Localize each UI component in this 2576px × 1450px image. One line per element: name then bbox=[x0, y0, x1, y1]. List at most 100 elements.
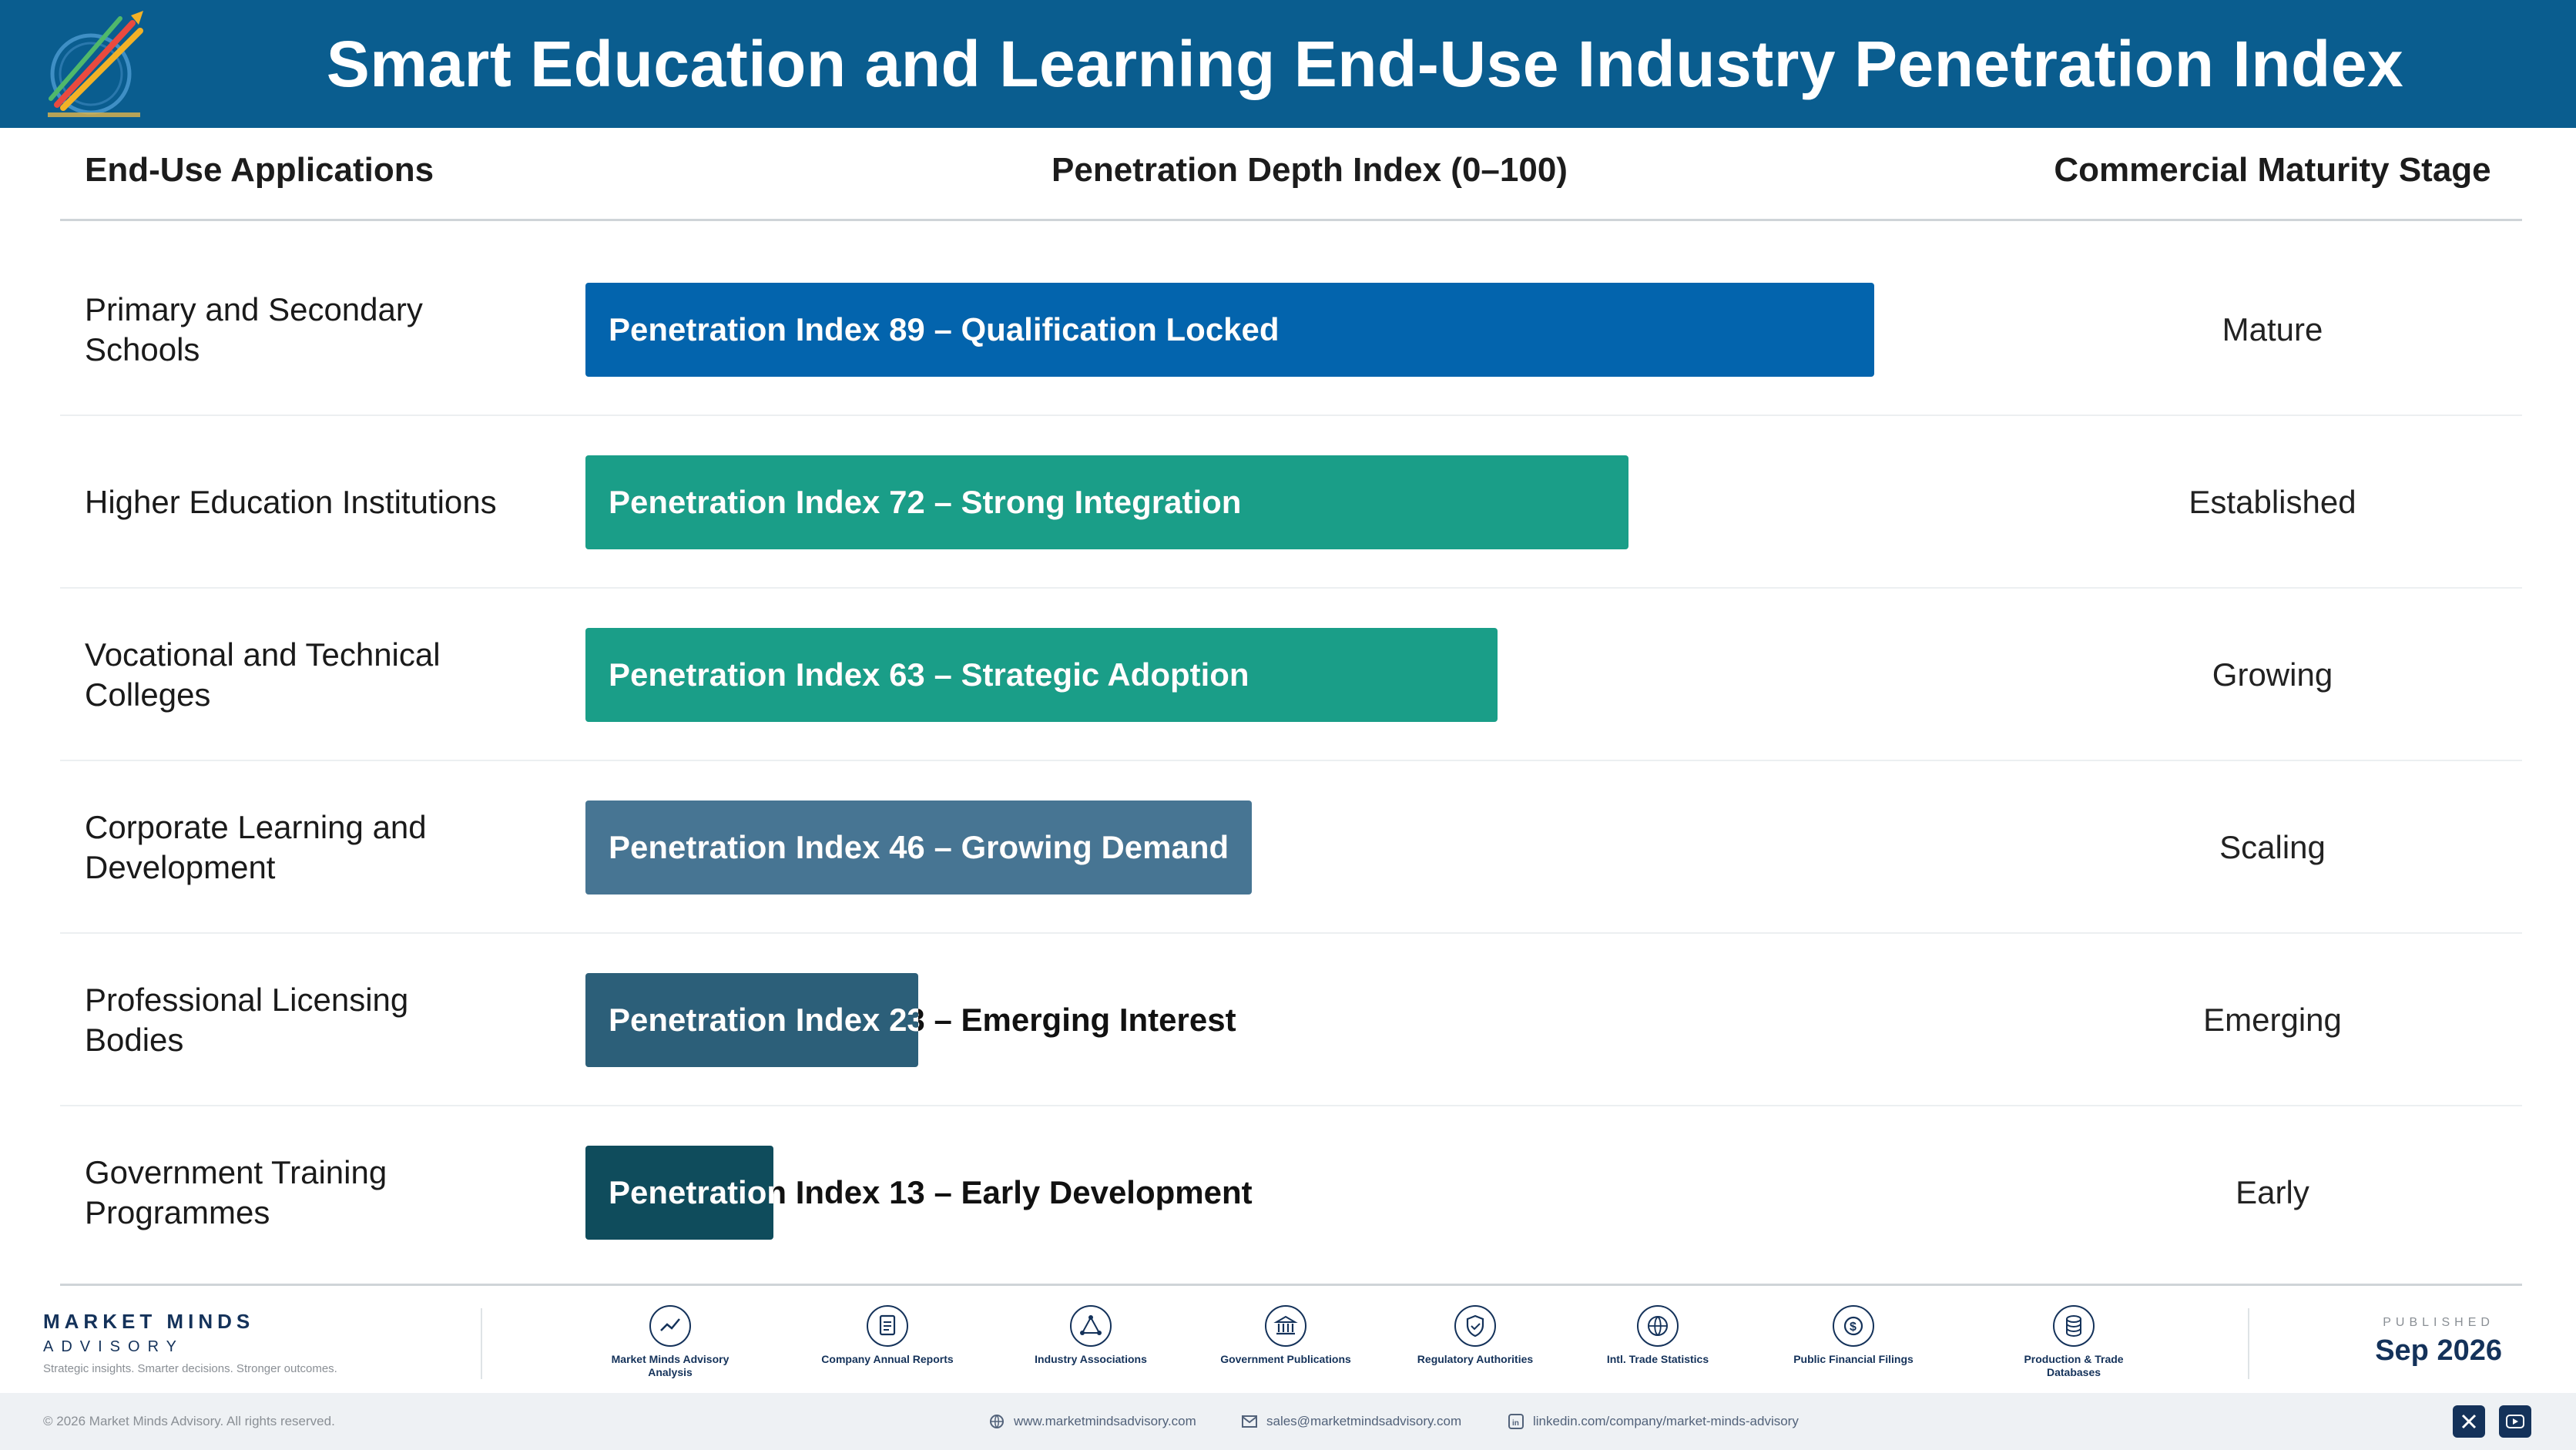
bar-track: Penetration Index 23 – Emerging Interest… bbox=[585, 934, 2034, 1106]
chart-row: Vocational and Technical Colleges Penetra… bbox=[60, 589, 2522, 761]
bar-label-overlay: Penetration Index 72 – Strong Integratio… bbox=[609, 484, 1242, 520]
bar-label-overlay: Penetration Index 23 – Emerging Interest bbox=[609, 1002, 918, 1038]
source-label: Market Minds Advisory Analysis bbox=[611, 1353, 730, 1378]
government-building-icon bbox=[1265, 1305, 1306, 1347]
source-label: Industry Associations bbox=[1035, 1353, 1147, 1365]
maturity-stage: Scaling bbox=[2219, 829, 2326, 865]
source-label: Intl. Trade Statistics bbox=[1606, 1353, 1709, 1365]
linkedin-icon: in bbox=[1508, 1414, 1524, 1429]
footer-divider bbox=[481, 1308, 482, 1379]
bar bbox=[585, 455, 1628, 549]
source-item: Regulatory Authorities bbox=[1398, 1305, 1552, 1366]
bar-data-label: Penetration Index 63 – Strategic Adoptio… bbox=[609, 656, 1249, 693]
bar bbox=[585, 283, 1874, 377]
x-icon bbox=[2461, 1414, 2477, 1429]
category-label: Higher Education Institutions bbox=[85, 484, 497, 520]
bar-track: Penetration Index 72 – Strong Integratio… bbox=[585, 416, 2034, 589]
source-item: Production & Trade Databases bbox=[1997, 1305, 2151, 1379]
source-label: Company Annual Reports bbox=[821, 1353, 954, 1365]
maturity-stage: Established bbox=[2189, 484, 2356, 520]
bar-data-label: Penetration Index 13 – Early Development… bbox=[609, 1174, 1253, 1210]
email-link[interactable]: sales@marketmindsadvisory.com bbox=[1242, 1393, 1461, 1450]
published-date: Sep 2026 bbox=[2375, 1334, 2502, 1367]
youtube-icon bbox=[2506, 1415, 2524, 1428]
document-icon bbox=[867, 1305, 908, 1347]
company-logo-icon bbox=[48, 11, 143, 117]
bar-data-label: Penetration Index 46 – Growing Demand Pen… bbox=[609, 829, 1229, 866]
column-header-stage: Commercial Maturity Stage bbox=[2054, 151, 2491, 189]
bar bbox=[585, 1146, 773, 1240]
chart-row: Corporate Learning and Development Penetr… bbox=[60, 761, 2522, 934]
source-label: Government Publications bbox=[1220, 1353, 1351, 1365]
row-divider bbox=[60, 1105, 2522, 1106]
column-header-applications: End-Use Applications bbox=[85, 151, 434, 189]
chart-row: Government Training Programmes Penetratio… bbox=[60, 1106, 2522, 1279]
source-label: Regulatory Authorities bbox=[1417, 1353, 1534, 1365]
footer-divider bbox=[2248, 1308, 2249, 1379]
row-divider bbox=[60, 415, 2522, 416]
network-icon bbox=[1070, 1305, 1112, 1347]
bar-label-overlay: Penetration Index 13 – Early Development bbox=[609, 1174, 773, 1210]
website-text: www.marketmindsadvisory.com bbox=[1014, 1414, 1196, 1428]
footer-bottom-bar: © 2026 Market Minds Advisory. All rights… bbox=[0, 1393, 2576, 1450]
x-social-button[interactable] bbox=[2453, 1405, 2485, 1438]
category-label: Vocational and Technical Colleges bbox=[85, 636, 441, 713]
bar-label-overlay: Penetration Index 63 – Strategic Adoptio… bbox=[609, 656, 1249, 693]
svg-text:in: in bbox=[1512, 1419, 1519, 1428]
source-item: Company Annual Reports bbox=[810, 1305, 964, 1366]
category-label: Corporate Learning and Development bbox=[85, 809, 427, 885]
youtube-social-button[interactable] bbox=[2499, 1405, 2531, 1438]
website-link[interactable]: www.marketmindsadvisory.com bbox=[989, 1393, 1196, 1450]
page-header: Smart Education and Learning End-Use Ind… bbox=[0, 0, 2576, 128]
column-header-depth: Penetration Depth Index (0–100) bbox=[1052, 151, 1568, 189]
bar-label-overlay: Penetration Index 89 – Qualification Loc… bbox=[609, 311, 1280, 347]
header-divider bbox=[60, 219, 2522, 221]
published-block: PUBLISHED Sep 2026 bbox=[2375, 1316, 2502, 1368]
bar-data-label: Penetration Index 89 – Qualification Loc… bbox=[609, 311, 1280, 348]
row-divider bbox=[60, 587, 2522, 589]
published-label: PUBLISHED bbox=[2383, 1316, 2494, 1329]
dollar-coin-icon: $ bbox=[1833, 1305, 1874, 1347]
maturity-stage: Early bbox=[2236, 1174, 2309, 1210]
bar-track: Penetration Index 13 – Early Development… bbox=[585, 1106, 2034, 1279]
source-item: Intl. Trade Statistics bbox=[1581, 1305, 1735, 1366]
database-icon bbox=[2053, 1305, 2095, 1347]
row-divider bbox=[60, 932, 2522, 934]
bar-track: Penetration Index 89 – Qualification Loc… bbox=[585, 243, 2034, 416]
chart-line-icon bbox=[649, 1305, 691, 1347]
globe-icon bbox=[1637, 1305, 1679, 1347]
globe-icon bbox=[989, 1414, 1005, 1429]
source-item: Industry Associations bbox=[1014, 1305, 1168, 1366]
chart-row: Professional Licensing Bodies Penetration… bbox=[60, 934, 2522, 1106]
shield-icon bbox=[1454, 1305, 1496, 1347]
bar-data-label: Penetration Index 72 – Strong Integratio… bbox=[609, 484, 1241, 521]
email-text: sales@marketmindsadvisory.com bbox=[1266, 1414, 1462, 1428]
linkedin-link[interactable]: in linkedin.com/company/market-minds-adv… bbox=[1508, 1393, 1799, 1450]
bar bbox=[585, 628, 1498, 722]
category-label: Professional Licensing Bodies bbox=[85, 982, 409, 1058]
brand-tagline: Strategic insights. Smarter decisions. S… bbox=[43, 1362, 337, 1375]
maturity-stage: Mature bbox=[2222, 311, 2323, 347]
category-label: Government Training Programmes bbox=[85, 1154, 387, 1230]
copyright: © 2026 Market Minds Advisory. All rights… bbox=[43, 1414, 335, 1428]
linkedin-text: linkedin.com/company/market-minds-adviso… bbox=[1533, 1414, 1799, 1428]
source-item: $ Public Financial Filings bbox=[1776, 1305, 1930, 1366]
table-bottom-divider bbox=[60, 1284, 2522, 1286]
bar-data-label: Penetration Index 23 – Emerging Interest… bbox=[609, 1002, 1236, 1038]
source-label: Public Financial Filings bbox=[1793, 1353, 1914, 1365]
bar bbox=[585, 973, 918, 1067]
bar-label-overlay: Penetration Index 46 – Growing Demand bbox=[609, 829, 1229, 865]
source-label: Production & Trade Databases bbox=[2024, 1353, 2124, 1378]
row-divider bbox=[60, 760, 2522, 761]
maturity-stage: Growing bbox=[2212, 656, 2333, 693]
svg-text:$: $ bbox=[1850, 1321, 1857, 1334]
bar-track: Penetration Index 63 – Strategic Adoptio… bbox=[585, 589, 2034, 761]
bar-track: Penetration Index 46 – Growing Demand Pen… bbox=[585, 761, 2034, 934]
category-label: Primary and Secondary Schools bbox=[85, 291, 423, 368]
maturity-stage: Emerging bbox=[2203, 1002, 2342, 1038]
footer-brand: MARKET MINDS ADVISORY Strategic insights… bbox=[43, 1310, 337, 1375]
chart-row: Higher Education Institutions Penetration… bbox=[60, 416, 2522, 589]
brand-subtitle: ADVISORY bbox=[43, 1338, 184, 1355]
bar bbox=[585, 801, 1252, 895]
source-item: Market Minds Advisory Analysis bbox=[593, 1305, 747, 1379]
